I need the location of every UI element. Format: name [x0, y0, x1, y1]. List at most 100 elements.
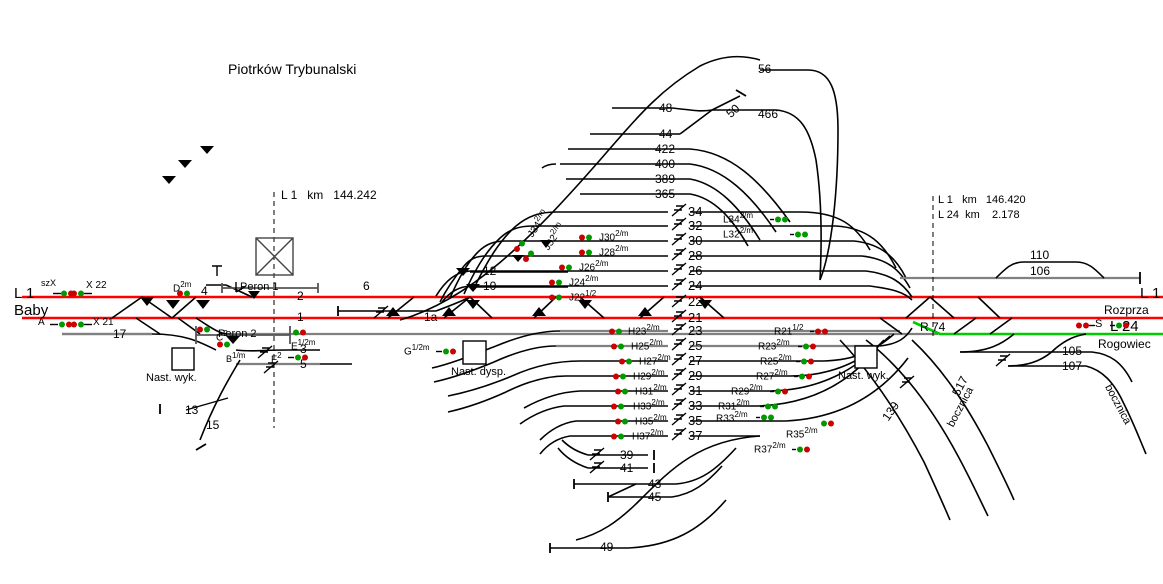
signal-label-c: C2 — [216, 329, 228, 344]
signal-lamps-e[interactable] — [292, 329, 308, 336]
signal-label-r23: R232/m — [758, 338, 790, 353]
station-label-baby: Baby — [14, 302, 49, 319]
signal-lamps-h33[interactable] — [610, 403, 628, 410]
platform-label-peron2: Peron 2 — [218, 328, 257, 340]
signal-label-h27: H272/m — [639, 353, 671, 368]
signal-label-r35: R352/m — [786, 426, 818, 441]
signal-lamps-a[interactable] — [50, 321, 74, 328]
signal-lamps-r23[interactable] — [798, 343, 818, 350]
signal-lamps-r33[interactable] — [756, 414, 776, 421]
signal-label-h35: H352/m — [635, 413, 667, 428]
track-number-422: 422 — [655, 142, 676, 156]
track-number-33: 33 — [688, 398, 703, 413]
branch-line-l24-green — [912, 320, 1163, 336]
signal-lamps-r21[interactable] — [810, 328, 830, 335]
interlocking-label-nast-dysp: Nast. dysp. — [451, 366, 507, 378]
signal-lamps-h25[interactable] — [610, 343, 628, 350]
track-number-34: 34 — [688, 204, 703, 219]
signal-label-r74: R 74 — [920, 320, 946, 334]
signal-lamps-g[interactable] — [436, 348, 458, 355]
signal-lamps-r25[interactable] — [796, 358, 816, 365]
km-marker-left: L 1 km 144.242 — [281, 188, 377, 202]
signal-lamps-j30[interactable] — [578, 234, 596, 241]
signal-lamps-j32[interactable] — [522, 250, 537, 264]
track-number-17: 17 — [113, 327, 127, 341]
signal-lamps-b[interactable] — [216, 341, 232, 348]
signal-label-j24: J242/m — [569, 274, 599, 289]
signal-label-h31: H312/m — [635, 383, 667, 398]
station-label-rozprza: Rozprza — [1104, 303, 1149, 317]
signal-label-h37: H372/m — [632, 428, 664, 443]
center-tracks — [337, 271, 568, 316]
signal-label-f: F2 — [271, 351, 282, 366]
track-number-22: 22 — [688, 294, 703, 309]
interlocking-label-nast-wyk-right: Nast. wyk. — [838, 370, 889, 382]
signal-label-h29: H292/m — [633, 368, 665, 383]
signal-lamps-r27[interactable] — [794, 373, 814, 380]
signal-label-r33: R332/m — [716, 410, 748, 425]
upper-ladder — [399, 55, 839, 321]
signal-lamps-r37[interactable] — [792, 446, 812, 453]
signal-lamps-j28[interactable] — [578, 249, 596, 256]
signal-lamps-h31[interactable] — [614, 388, 632, 395]
signal-label-r21: R211/2 — [774, 323, 804, 338]
track-number-23: 23 — [688, 323, 703, 338]
signal-lamps-j24[interactable] — [548, 279, 566, 286]
signal-lamps-h29[interactable] — [612, 373, 630, 380]
interlocking-box-symbols — [171, 340, 878, 371]
signal-label-l34: L342/m — [723, 211, 754, 226]
signal-lamps-s-right[interactable] — [1110, 322, 1130, 329]
signal-lamps-j34[interactable] — [513, 240, 528, 252]
signal-lamps-h37[interactable] — [610, 433, 628, 440]
track-number-41: 41 — [620, 461, 634, 475]
platform-bars — [195, 283, 319, 344]
track-number-110: 110 — [1030, 248, 1050, 262]
signal-label-h25: H252/m — [631, 338, 663, 353]
line-label-left-l1: L 1 — [14, 285, 35, 302]
track-number-6: 6 — [363, 279, 370, 293]
signal-lamps-r31[interactable] — [760, 403, 780, 410]
signal-lamps-l32[interactable] — [790, 231, 808, 238]
signal-lamps-d[interactable] — [176, 290, 192, 297]
signal-label-g: G1/2m — [404, 343, 430, 358]
signal-label-r37: R372/m — [754, 441, 786, 456]
km-marker-right-l1: L 1 km 146.420 — [938, 194, 1026, 206]
signal-label-j28: J282/m — [599, 244, 629, 259]
signal-label-szx: szX — [41, 278, 57, 288]
track-number-4: 4 — [201, 284, 208, 298]
track-number-12: 12 — [483, 264, 497, 278]
signal-lamps-r35[interactable] — [820, 420, 838, 427]
lower-fan-ladder — [431, 330, 737, 553]
track-number-49: 49 — [600, 540, 614, 554]
signal-lamps-h35[interactable] — [614, 418, 632, 425]
signal-label-j26: J262/m — [579, 259, 609, 274]
signal-lamps-x21[interactable] — [70, 321, 92, 328]
signal-label-d: D2m — [173, 280, 192, 295]
signal-lamps-r29[interactable] — [770, 388, 790, 395]
signal-lamps-l34[interactable] — [770, 216, 788, 223]
track-number-45: 45 — [648, 490, 662, 504]
signal-label-r25: R252/m — [760, 353, 792, 368]
signal-label-e: E1/2m — [291, 338, 316, 353]
track-number-1a: 1a — [424, 310, 438, 324]
signal-label-x21: X 21 — [93, 317, 114, 328]
track-number-39: 39 — [620, 448, 634, 462]
signal-lamps-c[interactable] — [196, 326, 212, 333]
track-number-15: 15 — [206, 418, 220, 432]
signal-lamps-h23[interactable] — [608, 328, 626, 335]
signal-lamps-j26[interactable] — [558, 264, 576, 271]
signal-lamps-s-left[interactable] — [1075, 322, 1095, 329]
track-number-400: 400 — [655, 157, 676, 171]
right-throat — [839, 261, 1147, 521]
track-number-3: 3 — [300, 342, 307, 356]
signal-label-s: S — [1095, 318, 1103, 330]
signal-lamps-f[interactable] — [288, 354, 310, 361]
track-number-2: 2 — [297, 289, 304, 303]
signal-lamps-j22[interactable] — [548, 294, 566, 301]
signal-lamps-h27[interactable] — [618, 358, 636, 365]
track-number-106: 106 — [1030, 264, 1051, 278]
track-number-56: 56 — [758, 62, 772, 76]
track-number-27: 27 — [688, 353, 703, 368]
signal-label-a: A — [38, 317, 45, 328]
signal-lamps-x22[interactable] — [70, 290, 92, 297]
